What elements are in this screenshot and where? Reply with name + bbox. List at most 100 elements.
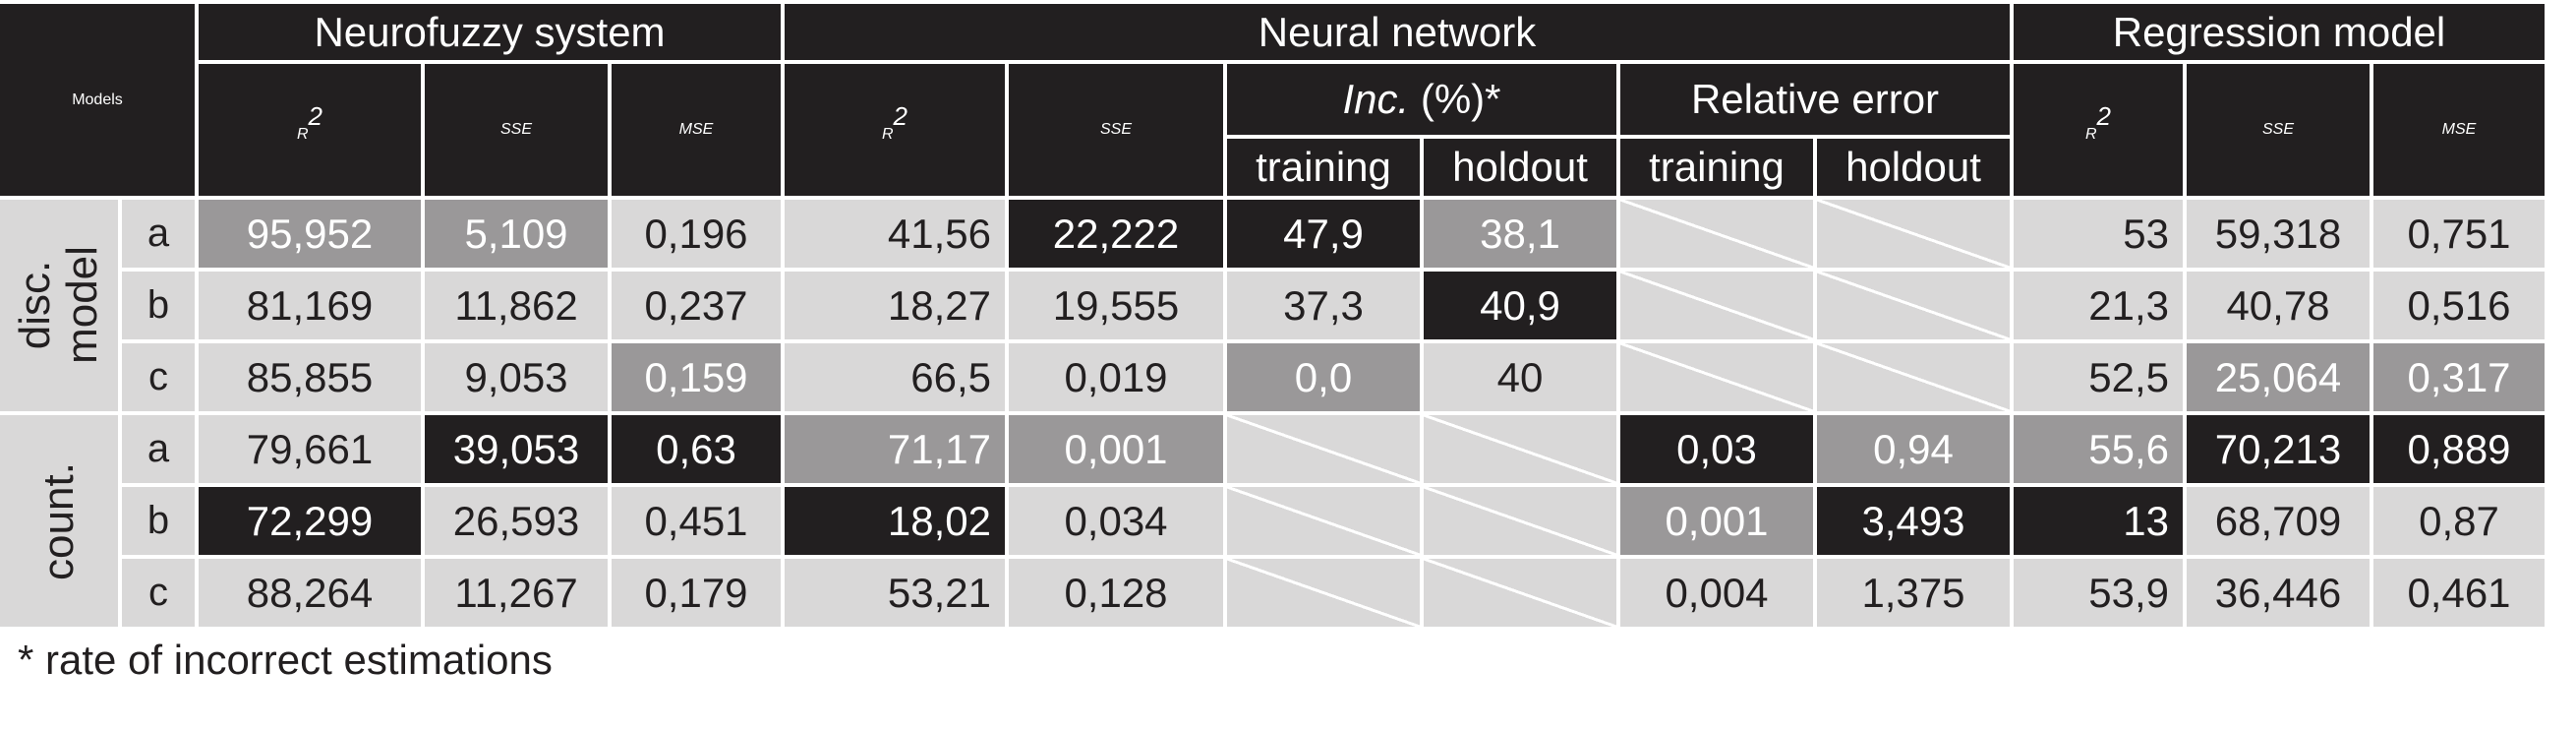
cell-reg-sse: 59,318 xyxy=(2187,200,2370,268)
cell-nf-mse: 0,63 xyxy=(612,415,781,483)
cell-nn-inc-holdout: 40 xyxy=(1424,343,1616,411)
cell-nn-r2: 71,17 xyxy=(785,415,1005,483)
col-header-r2: R2 xyxy=(785,64,1005,196)
empty-cell xyxy=(1817,343,2010,411)
empty-cell xyxy=(1424,487,1616,555)
col-header-mse: MSE xyxy=(612,64,781,196)
row-label: a xyxy=(122,200,195,268)
col-header-r2: R2 xyxy=(199,64,421,196)
cell-nn-inc-training: 47,9 xyxy=(1227,200,1420,268)
cell-nf-sse: 5,109 xyxy=(425,200,608,268)
cell-nf-mse: 0,179 xyxy=(612,559,781,627)
row-group-label: count. xyxy=(0,415,118,627)
cell-nf-mse: 0,451 xyxy=(612,487,781,555)
col-header-holdout: holdout xyxy=(1817,139,2010,196)
empty-cell xyxy=(1227,487,1420,555)
group-header-regression: Regression model xyxy=(2014,4,2545,60)
cell-reg-mse: 0,751 xyxy=(2373,200,2545,268)
col-header-holdout: holdout xyxy=(1424,139,1616,196)
cell-nn-inc-holdout: 40,9 xyxy=(1424,272,1616,339)
cell-nf-mse: 0,159 xyxy=(612,343,781,411)
cell-nf-r2: 88,264 xyxy=(199,559,421,627)
models-header: Models xyxy=(0,4,195,196)
cell-nn-r2: 53,21 xyxy=(785,559,1005,627)
cell-reg-sse: 70,213 xyxy=(2187,415,2370,483)
col-header-mse: MSE xyxy=(2373,64,2545,196)
footnote: * rate of incorrect estimations xyxy=(18,637,553,683)
empty-cell xyxy=(1620,272,1813,339)
empty-cell xyxy=(1620,343,1813,411)
cell-nn-r2: 18,27 xyxy=(785,272,1005,339)
cell-nn-r2: 18,02 xyxy=(785,487,1005,555)
cell-nn-r2: 66,5 xyxy=(785,343,1005,411)
row-label: a xyxy=(122,415,195,483)
empty-cell xyxy=(1817,272,2010,339)
table-row: count. a 79,661 39,053 0,63 71,17 0,001 0,03 0,9… xyxy=(0,415,2545,627)
cell-reg-mse: 0,889 xyxy=(2373,415,2545,483)
cell-nn-sse: 0,128 xyxy=(1009,559,1223,627)
col-header-sse: SSE xyxy=(2187,64,2370,196)
cell-nn-sse: 0,019 xyxy=(1009,343,1223,411)
col-header-r2: R2 xyxy=(2014,64,2183,196)
cell-reg-mse: 0,461 xyxy=(2373,559,2545,627)
cell-reg-mse: 0,87 xyxy=(2373,487,2545,555)
cell-nn-sse: 0,034 xyxy=(1009,487,1223,555)
cell-reg-r2: 13 xyxy=(2014,487,2183,555)
results-table: Models Neurofuzzy system Neural network … xyxy=(0,4,2545,627)
empty-cell xyxy=(1227,415,1420,483)
cell-nf-mse: 0,196 xyxy=(612,200,781,268)
row-group-label-line: count. xyxy=(34,461,83,580)
cell-nn-relerr-holdout: 0,94 xyxy=(1817,415,2010,483)
cell-nf-mse: 0,237 xyxy=(612,272,781,339)
cell-nf-r2: 81,169 xyxy=(199,272,421,339)
table-row: disc. model a 95,952 5,109 0,196 41,56 22,222 47… xyxy=(0,200,2545,411)
col-header-sse: SSE xyxy=(1009,64,1223,196)
cell-nn-relerr-training: 0,004 xyxy=(1620,559,1813,627)
col-header-training: training xyxy=(1620,139,1813,196)
row-group-label-line: model xyxy=(58,246,106,364)
cell-reg-sse: 36,446 xyxy=(2187,559,2370,627)
cell-nn-sse: 19,555 xyxy=(1009,272,1223,339)
table-row: b 72,299 26,593 0,451 18,02 0,034 0,001 3,493 13… xyxy=(0,487,2545,555)
cell-nn-inc-holdout: 38,1 xyxy=(1424,200,1616,268)
cell-nf-r2: 85,855 xyxy=(199,343,421,411)
cell-reg-r2: 52,5 xyxy=(2014,343,2183,411)
cell-reg-r2: 55,6 xyxy=(2014,415,2183,483)
cell-reg-r2: 53 xyxy=(2014,200,2183,268)
cell-nn-sse: 22,222 xyxy=(1009,200,1223,268)
cell-nn-r2: 41,56 xyxy=(785,200,1005,268)
row-group-label-line: disc. xyxy=(11,260,59,350)
col-header-inc: Inc. (%)* xyxy=(1227,64,1616,135)
empty-cell xyxy=(1817,200,2010,268)
cell-reg-mse: 0,516 xyxy=(2373,272,2545,339)
cell-nf-sse: 39,053 xyxy=(425,415,608,483)
cell-reg-sse: 40,78 xyxy=(2187,272,2370,339)
row-label: c xyxy=(122,343,195,411)
table-row: c 88,264 11,267 0,179 53,21 0,128 0,004 1,375 53… xyxy=(0,559,2545,627)
cell-reg-mse: 0,317 xyxy=(2373,343,2545,411)
cell-nn-inc-training: 37,3 xyxy=(1227,272,1420,339)
cell-reg-r2: 53,9 xyxy=(2014,559,2183,627)
table-row: b 81,169 11,862 0,237 18,27 19,555 37,3 40,9 21,… xyxy=(0,272,2545,339)
col-header-relative-error: Relative error xyxy=(1620,64,2010,135)
cell-nf-sse: 26,593 xyxy=(425,487,608,555)
cell-nn-relerr-training: 0,001 xyxy=(1620,487,1813,555)
cell-nn-inc-training: 0,0 xyxy=(1227,343,1420,411)
empty-cell xyxy=(1424,415,1616,483)
cell-nf-r2: 79,661 xyxy=(199,415,421,483)
cell-nf-r2: 72,299 xyxy=(199,487,421,555)
table-row: c 85,855 9,053 0,159 66,5 0,019 0,0 40 52,5 25,06… xyxy=(0,343,2545,411)
cell-reg-r2: 21,3 xyxy=(2014,272,2183,339)
cell-nf-r2: 95,952 xyxy=(199,200,421,268)
cell-nn-relerr-training: 0,03 xyxy=(1620,415,1813,483)
cell-nn-sse: 0,001 xyxy=(1009,415,1223,483)
empty-cell xyxy=(1424,559,1616,627)
cell-nn-relerr-holdout: 3,493 xyxy=(1817,487,2010,555)
cell-reg-sse: 68,709 xyxy=(2187,487,2370,555)
cell-nf-sse: 9,053 xyxy=(425,343,608,411)
empty-cell xyxy=(1620,200,1813,268)
col-header-training: training xyxy=(1227,139,1420,196)
row-label: c xyxy=(122,559,195,627)
col-header-sse: SSE xyxy=(425,64,608,196)
cell-nf-sse: 11,267 xyxy=(425,559,608,627)
